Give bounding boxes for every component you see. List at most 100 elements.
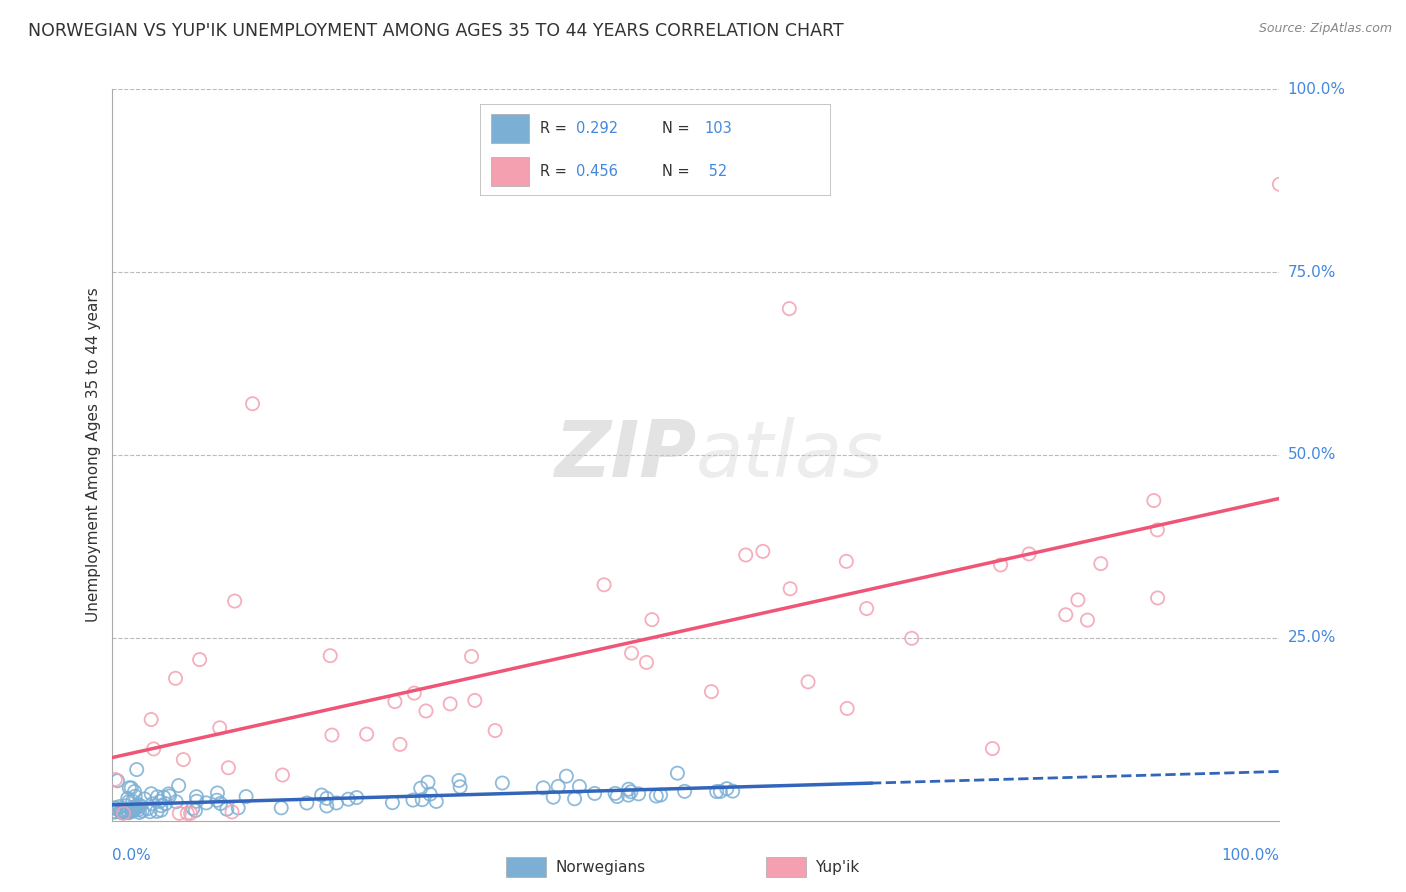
Point bbox=[112, 806, 135, 821]
Point bbox=[112, 805, 135, 820]
Text: 25.0%: 25.0% bbox=[1288, 631, 1336, 645]
Point bbox=[1090, 557, 1112, 571]
Point bbox=[593, 578, 616, 592]
Point bbox=[404, 686, 426, 700]
Point bbox=[419, 787, 441, 801]
Point bbox=[150, 803, 173, 817]
Text: Source: ZipAtlas.com: Source: ZipAtlas.com bbox=[1258, 22, 1392, 36]
Point bbox=[181, 801, 204, 815]
Point bbox=[981, 741, 1004, 756]
Point bbox=[721, 784, 744, 798]
Point bbox=[627, 787, 650, 801]
Point bbox=[449, 780, 471, 794]
Point bbox=[128, 805, 150, 820]
Point bbox=[146, 805, 169, 819]
Point bbox=[439, 697, 461, 711]
Point bbox=[141, 797, 163, 811]
Point bbox=[242, 397, 264, 411]
Point bbox=[666, 766, 689, 780]
Point bbox=[125, 763, 148, 777]
Point bbox=[146, 789, 169, 804]
Point bbox=[645, 789, 668, 803]
Point bbox=[167, 779, 190, 793]
Point bbox=[606, 789, 628, 804]
Point bbox=[169, 806, 191, 821]
Point bbox=[734, 548, 756, 562]
Point bbox=[125, 801, 148, 815]
Point bbox=[620, 785, 643, 799]
Point bbox=[111, 805, 134, 820]
Point bbox=[411, 793, 433, 807]
Text: ZIP: ZIP bbox=[554, 417, 696, 493]
Point bbox=[149, 798, 172, 813]
Point bbox=[1146, 523, 1168, 537]
Point bbox=[118, 795, 141, 809]
Point bbox=[112, 805, 135, 820]
Point bbox=[837, 701, 859, 715]
Point bbox=[157, 787, 180, 801]
Point bbox=[110, 805, 132, 819]
Point bbox=[321, 728, 343, 742]
Point bbox=[425, 794, 447, 808]
Point bbox=[104, 801, 127, 815]
Point bbox=[235, 789, 257, 804]
Text: 50.0%: 50.0% bbox=[1288, 448, 1336, 462]
Point bbox=[568, 780, 591, 794]
Point bbox=[716, 781, 738, 796]
Point bbox=[129, 798, 152, 813]
Point bbox=[641, 613, 664, 627]
Point bbox=[131, 804, 153, 818]
Point bbox=[127, 797, 149, 812]
Point bbox=[172, 753, 194, 767]
Point bbox=[125, 798, 148, 813]
Point bbox=[120, 780, 142, 795]
Point bbox=[531, 780, 554, 795]
Point bbox=[112, 804, 135, 818]
Point bbox=[217, 761, 239, 775]
Point bbox=[620, 646, 643, 660]
Point bbox=[121, 801, 143, 815]
Text: 100.0%: 100.0% bbox=[1288, 82, 1346, 96]
Point bbox=[104, 805, 127, 819]
Point bbox=[165, 795, 187, 809]
Point bbox=[186, 794, 208, 808]
Point bbox=[706, 784, 728, 798]
Point bbox=[484, 723, 506, 738]
Point bbox=[547, 780, 569, 794]
Point bbox=[389, 737, 412, 751]
Point bbox=[583, 787, 606, 801]
Point bbox=[315, 799, 337, 814]
Point bbox=[104, 772, 127, 787]
Point bbox=[224, 594, 246, 608]
Point bbox=[118, 780, 141, 795]
Point bbox=[159, 789, 181, 803]
Point bbox=[603, 786, 626, 800]
Point bbox=[142, 742, 165, 756]
Point bbox=[337, 792, 360, 806]
Point bbox=[195, 796, 218, 810]
Point bbox=[108, 799, 131, 814]
Point bbox=[464, 693, 486, 707]
Point bbox=[1054, 607, 1077, 622]
Point bbox=[295, 796, 318, 810]
Text: 75.0%: 75.0% bbox=[1288, 265, 1336, 279]
Point bbox=[402, 793, 425, 807]
Text: Norwegians: Norwegians bbox=[555, 860, 645, 874]
Point bbox=[990, 558, 1012, 572]
Point bbox=[121, 794, 143, 808]
Point bbox=[415, 704, 437, 718]
Point bbox=[356, 727, 378, 741]
Text: Yup'ik: Yup'ik bbox=[815, 860, 859, 874]
Point bbox=[188, 652, 211, 666]
Point bbox=[104, 801, 127, 815]
Point bbox=[311, 788, 333, 802]
Point bbox=[1018, 547, 1040, 561]
Text: 0.0%: 0.0% bbox=[112, 848, 152, 863]
Point bbox=[270, 801, 292, 815]
Text: atlas: atlas bbox=[696, 417, 884, 493]
Point bbox=[636, 656, 658, 670]
Point bbox=[778, 301, 800, 316]
Point bbox=[134, 792, 156, 806]
Point bbox=[205, 793, 228, 807]
Point bbox=[673, 784, 696, 798]
